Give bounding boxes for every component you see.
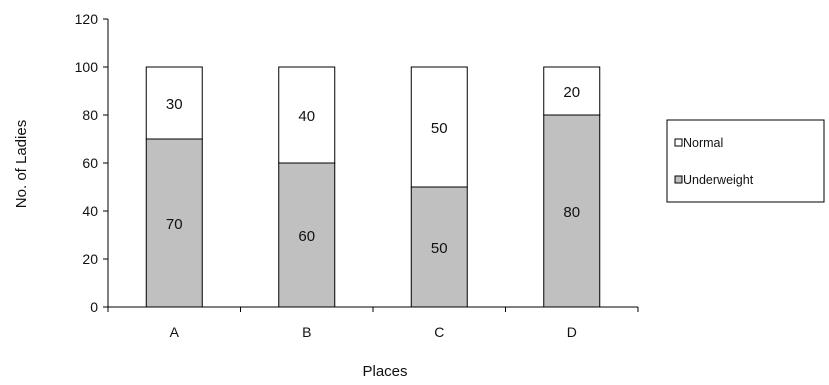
data-label-underweight: 70	[166, 216, 183, 233]
x-tick-label: C	[434, 324, 444, 340]
legend-label-underweight: Underweight	[683, 173, 754, 187]
data-label-underweight: 80	[563, 204, 580, 221]
bar-labels: 70 30 60 40 50 50 80 20	[166, 84, 580, 257]
legend-label-normal: Normal	[683, 136, 723, 150]
data-label-normal: 30	[166, 96, 183, 113]
y-tick-label: 0	[90, 299, 98, 315]
y-tick-label: 60	[82, 155, 98, 171]
data-label-normal: 20	[563, 84, 580, 101]
bar-normal	[543, 66, 601, 116]
x-tick-label: A	[170, 324, 180, 340]
bar-normal	[278, 66, 336, 164]
x-axis-title: Places	[362, 363, 407, 380]
y-tick-label: 40	[82, 203, 98, 219]
bar-underweight	[278, 162, 336, 308]
legend: Normal Underweight	[666, 119, 825, 203]
bar-underweight	[410, 186, 468, 308]
legend-swatch-normal	[674, 138, 683, 147]
y-tick-label: 120	[75, 11, 99, 27]
data-label-underweight: 60	[298, 228, 315, 245]
data-label-normal: 40	[298, 108, 315, 125]
y-axis: 0 20 40 60 80 100 120	[75, 11, 109, 315]
x-axis: A B C D	[107, 306, 639, 340]
legend-box	[666, 119, 825, 203]
bar-normal	[410, 66, 468, 188]
x-tick-label: B	[302, 324, 311, 340]
data-label-normal: 50	[431, 120, 448, 137]
x-tick-label: D	[567, 324, 577, 340]
bar-underweight	[543, 114, 601, 308]
y-axis-title: No. of Ladies	[13, 120, 30, 208]
y-tick-label: 20	[82, 251, 98, 267]
legend-swatch-underweight	[674, 175, 683, 184]
bars	[145, 66, 601, 308]
y-tick-label: 80	[82, 107, 98, 123]
y-tick-label: 100	[75, 59, 99, 75]
bar-normal	[145, 66, 203, 140]
data-label-underweight: 50	[431, 240, 448, 257]
bar-underweight	[145, 138, 203, 308]
